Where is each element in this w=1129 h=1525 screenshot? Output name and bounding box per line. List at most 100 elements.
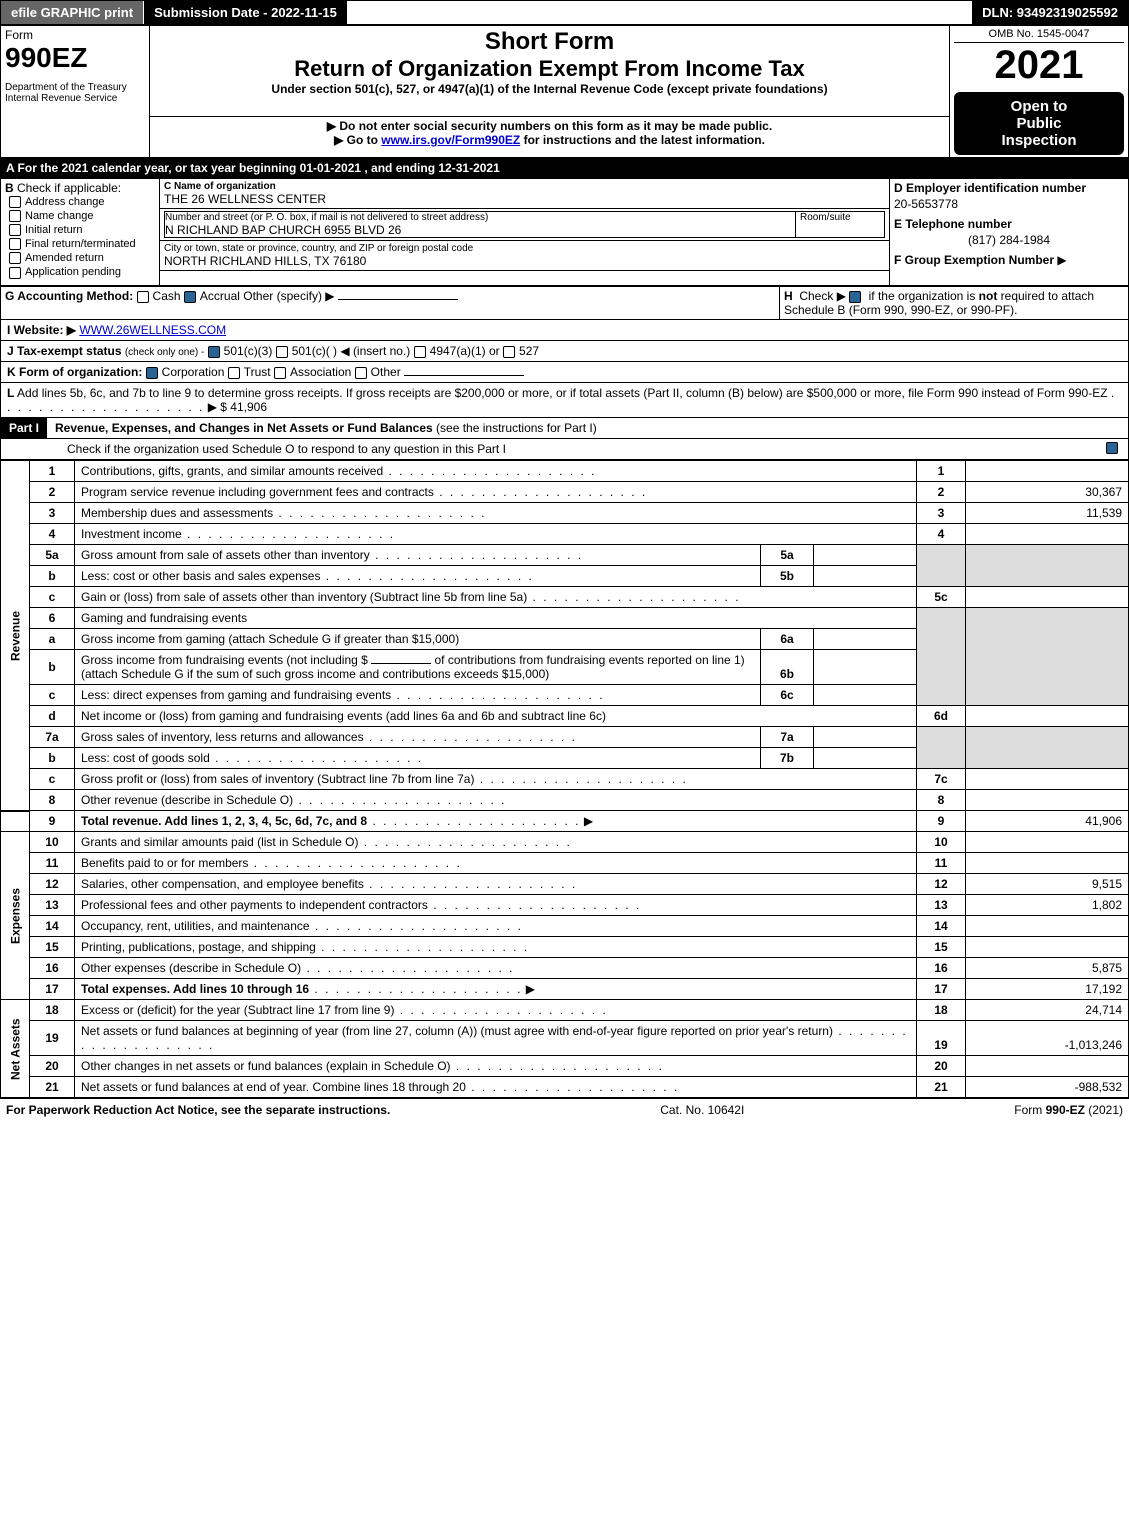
checkbox-other-org[interactable]	[355, 367, 367, 379]
l6-desc: Gaming and fundraising events	[75, 608, 917, 629]
section-b-cell: B Check if applicable: Address change Na…	[1, 179, 160, 286]
l5c-ln: 5c	[917, 587, 966, 608]
l18-num: 18	[30, 1000, 75, 1021]
top-bar: efile GRAPHIC print Submission Date - 20…	[0, 0, 1129, 25]
checkbox-trust[interactable]	[228, 367, 240, 379]
l17-ln: 17	[917, 979, 966, 1000]
l9-num: 9	[30, 811, 75, 832]
l10-ln: 10	[917, 832, 966, 853]
l16-ln: 16	[917, 958, 966, 979]
l14-num: 14	[30, 916, 75, 937]
checkbox-501c3[interactable]	[208, 346, 220, 358]
part1-title-sub: (see the instructions for Part I)	[436, 421, 597, 435]
checkbox-corp[interactable]	[146, 367, 158, 379]
checkbox-name-change[interactable]	[9, 210, 21, 222]
section-k-row: K Form of organization: Corporation Trus…	[0, 362, 1129, 383]
checkbox-amended-return[interactable]	[9, 252, 21, 264]
l3-num: 3	[30, 503, 75, 524]
open-to-public-box: Open to Public Inspection	[954, 92, 1124, 155]
e-tel-label: E Telephone number	[894, 217, 1012, 231]
l2-ln: 2	[917, 482, 966, 503]
footer-mid: Cat. No. 10642I	[660, 1103, 744, 1117]
l5a-subval	[814, 545, 917, 566]
revenue-vertical-label: Revenue	[1, 461, 30, 811]
bcd-spacer	[160, 271, 890, 286]
k-other-blank[interactable]	[404, 375, 524, 376]
l6d-num: d	[30, 706, 75, 727]
g-cash: Cash	[153, 289, 181, 303]
checkbox-assoc[interactable]	[274, 367, 286, 379]
l6d-desc: Net income or (loss) from gaming and fun…	[75, 706, 917, 727]
l11-ln: 11	[917, 853, 966, 874]
l7b-sub: 7b	[761, 748, 814, 769]
l6a-num: a	[30, 629, 75, 650]
l6-num: 6	[30, 608, 75, 629]
section-b-check-label: Check if applicable:	[17, 181, 121, 195]
l15-ln: 15	[917, 937, 966, 958]
j-opt3: 4947(a)(1) or	[430, 344, 500, 358]
j-sub: (check only one) -	[125, 347, 204, 358]
org-name: THE 26 WELLNESS CENTER	[164, 192, 885, 206]
l17-desc: Total expenses. Add lines 10 through 16 …	[75, 979, 917, 1000]
section-i-row: I Website: ▶ WWW.26WELLNESS.COM	[0, 320, 1129, 341]
irs-link[interactable]: www.irs.gov/Form990EZ	[381, 133, 520, 147]
checkbox-final-return[interactable]	[9, 238, 21, 250]
l20-amt	[966, 1056, 1129, 1077]
l11-num: 11	[30, 853, 75, 874]
checkbox-initial-return[interactable]	[9, 224, 21, 236]
subtitle: Under section 501(c), 527, or 4947(a)(1)…	[154, 82, 945, 96]
l5-shade-amt	[966, 545, 1129, 587]
checkbox-4947[interactable]	[414, 346, 426, 358]
l7c-desc: Gross profit or (loss) from sales of inv…	[75, 769, 917, 790]
section-c-name-cell: C Name of organization THE 26 WELLNESS C…	[160, 179, 890, 209]
f-arrow: ▶	[1057, 253, 1066, 267]
dept-irs: Internal Revenue Service	[5, 93, 145, 104]
l15-amt	[966, 937, 1129, 958]
l-arrow: ▶	[208, 400, 217, 414]
l16-amt: 5,875	[966, 958, 1129, 979]
l7b-desc: Less: cost of goods sold	[75, 748, 761, 769]
netassets-vertical-label: Net Assets	[1, 1000, 30, 1098]
footer-row: For Paperwork Reduction Act Notice, see …	[0, 1098, 1129, 1121]
l-text: Add lines 5b, 6c, and 7b to line 9 to de…	[17, 386, 1108, 400]
l6c-subval	[814, 685, 917, 706]
checkbox-527[interactable]	[503, 346, 515, 358]
i-label: I Website: ▶	[7, 323, 76, 337]
k-other: Other	[371, 365, 401, 379]
checkbox-application-pending[interactable]	[9, 267, 21, 279]
h-label: H	[784, 289, 793, 303]
part1-title-wrap: Revenue, Expenses, and Changes in Net As…	[47, 421, 597, 435]
note2-pre: ▶ Go to	[334, 133, 381, 147]
checkbox-501c[interactable]	[276, 346, 288, 358]
checkbox-accrual[interactable]	[184, 291, 196, 303]
l7-shade	[917, 727, 966, 769]
h-text2: if the organization is	[869, 289, 979, 303]
l7c-ln: 7c	[917, 769, 966, 790]
l9-ln: 9	[917, 811, 966, 832]
checkbox-cash[interactable]	[137, 291, 149, 303]
street-value: N RICHLAND BAP CHURCH 6955 BLVD 26	[165, 223, 795, 237]
l19-desc: Net assets or fund balances at beginning…	[75, 1021, 917, 1056]
c-name-label: C Name of organization	[164, 181, 276, 192]
l8-desc: Other revenue (describe in Schedule O)	[75, 790, 917, 811]
l8-num: 8	[30, 790, 75, 811]
check-item-0: Address change	[25, 196, 105, 208]
l5-shade	[917, 545, 966, 587]
l2-num: 2	[30, 482, 75, 503]
checkbox-address-change[interactable]	[9, 196, 21, 208]
l2-desc: Program service revenue including govern…	[75, 482, 917, 503]
l14-amt	[966, 916, 1129, 937]
website-link[interactable]: WWW.26WELLNESS.COM	[79, 323, 226, 337]
l5c-desc: Gain or (loss) from sale of assets other…	[75, 587, 917, 608]
l10-amt	[966, 832, 1129, 853]
l7a-sub: 7a	[761, 727, 814, 748]
l19-num: 19	[30, 1021, 75, 1056]
topbar-spacer	[348, 1, 972, 24]
l-amount: $ 41,906	[220, 400, 267, 414]
checkbox-h[interactable]	[849, 291, 861, 303]
l1-ln: 1	[917, 461, 966, 482]
g-other-blank[interactable]	[338, 299, 458, 300]
title-return: Return of Organization Exempt From Incom…	[154, 56, 945, 82]
efile-print-button[interactable]: efile GRAPHIC print	[1, 1, 144, 24]
checkbox-part1-scheduleO[interactable]	[1106, 442, 1118, 454]
